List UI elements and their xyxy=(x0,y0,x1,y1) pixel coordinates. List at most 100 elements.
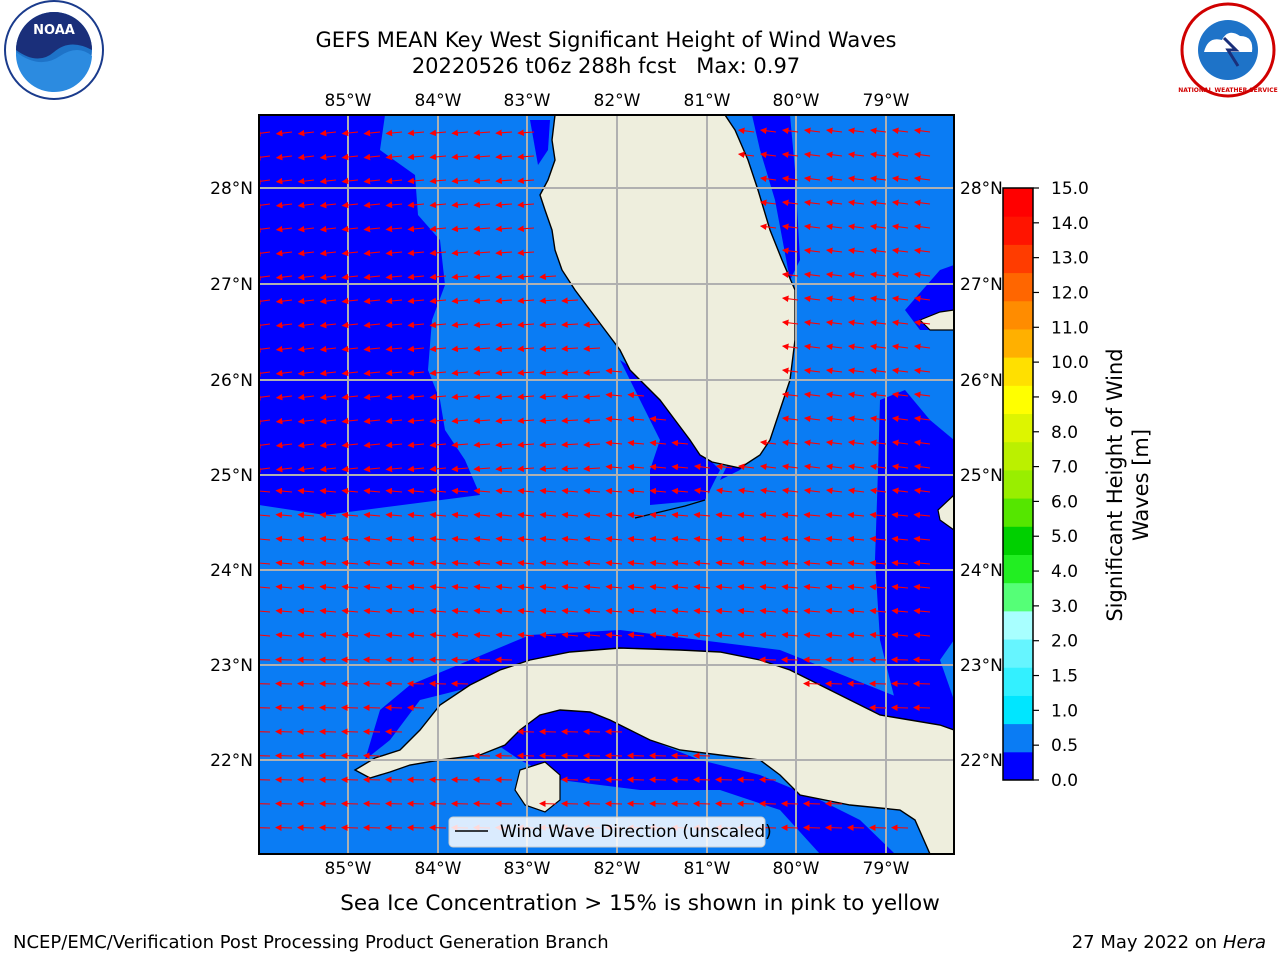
wave-arrow xyxy=(561,487,579,495)
wave-arrow xyxy=(869,607,887,615)
wave-arrow xyxy=(259,153,271,161)
wave-arrow xyxy=(407,273,425,281)
wave-arrow xyxy=(737,535,755,543)
wave-arrow xyxy=(407,704,425,711)
wave-arrow xyxy=(627,415,645,423)
wave-arrow xyxy=(319,393,337,401)
wave-arrow xyxy=(803,391,821,399)
wave-arrow xyxy=(561,607,579,615)
wave-arrow xyxy=(341,225,359,233)
wave-arrow xyxy=(341,680,359,687)
wave-arrow xyxy=(913,127,931,135)
wave-arrow xyxy=(869,151,887,159)
wave-arrow xyxy=(847,223,865,231)
wave-arrow xyxy=(319,776,337,783)
wave-arrow xyxy=(495,559,513,567)
wave-arrow xyxy=(583,511,601,519)
wave-arrow xyxy=(913,175,931,183)
wave-arrow xyxy=(473,800,491,807)
wave-arrow xyxy=(627,391,645,399)
wave-arrow xyxy=(259,728,271,735)
wave-arrow xyxy=(737,776,755,783)
wave-arrow xyxy=(869,247,887,255)
wave-arrow xyxy=(385,776,403,783)
wave-arrow xyxy=(913,583,931,591)
lat-label-left: 27°N xyxy=(210,275,253,295)
wave-arrow xyxy=(583,631,601,639)
wave-arrow xyxy=(407,680,425,687)
wave-arrow xyxy=(847,391,865,399)
wave-arrow xyxy=(891,367,909,375)
wave-arrow xyxy=(275,728,293,735)
wave-arrow xyxy=(759,223,777,231)
wave-arrow xyxy=(385,369,403,377)
colorbar-tick-label: 12.0 xyxy=(1051,283,1089,303)
wave-arrow xyxy=(869,824,887,831)
wave-arrow xyxy=(429,153,447,161)
wave-arrow xyxy=(803,583,821,591)
wave-arrow xyxy=(759,607,777,615)
wave-arrow xyxy=(259,776,271,783)
wave-arrow xyxy=(517,297,535,305)
colorbar-segment xyxy=(1003,300,1033,330)
wave-arrow xyxy=(583,487,601,495)
wave-arrow xyxy=(869,175,887,183)
wave-arrow xyxy=(781,631,799,639)
wave-arrow xyxy=(781,391,799,399)
wave-arrow xyxy=(693,631,711,639)
footer-credit: NCEP/EMC/Verification Post Processing Pr… xyxy=(13,932,609,953)
wave-arrow xyxy=(891,271,909,279)
wave-arrow xyxy=(259,201,271,209)
wave-arrow xyxy=(715,559,733,567)
noaa-logo-text: NOAA xyxy=(33,23,75,38)
lon-label-top: 85°W xyxy=(325,91,372,111)
wave-arrow xyxy=(913,704,931,711)
wave-arrow xyxy=(451,369,469,377)
wave-arrow xyxy=(869,319,887,327)
wave-arrow xyxy=(341,273,359,281)
wave-arrow xyxy=(891,607,909,615)
wave-arrow xyxy=(869,295,887,303)
wave-arrow xyxy=(407,583,425,591)
wave-arrow xyxy=(583,583,601,591)
wave-arrow xyxy=(297,583,315,591)
wave-arrow xyxy=(561,631,579,639)
wave-arrow xyxy=(451,321,469,329)
wave-arrow xyxy=(407,417,425,425)
wave-arrow xyxy=(803,223,821,231)
wave-arrow xyxy=(275,153,293,161)
wave-arrow xyxy=(913,295,931,303)
wave-arrow xyxy=(825,487,843,495)
wave-arrow xyxy=(671,607,689,615)
wave-arrow xyxy=(913,247,931,255)
wave-arrow xyxy=(781,295,799,303)
wave-arrow xyxy=(737,487,755,495)
colorbar-tick-label: 8.0 xyxy=(1051,423,1078,443)
wave-arrow xyxy=(693,607,711,615)
wave-arrow xyxy=(495,800,513,807)
lat-label-right: 28°N xyxy=(960,179,1003,199)
wave-arrow xyxy=(275,607,293,615)
wave-arrow xyxy=(781,583,799,591)
wave-arrow xyxy=(385,249,403,257)
wave-arrow xyxy=(715,511,733,519)
wave-arrow xyxy=(275,417,293,425)
wave-arrow xyxy=(913,439,931,447)
wave-arrow xyxy=(517,631,535,639)
wave-arrow xyxy=(319,487,337,495)
wave-arrow xyxy=(671,559,689,567)
colorbar-segment xyxy=(1003,554,1033,584)
lat-label-right: 25°N xyxy=(960,466,1003,486)
wave-arrow xyxy=(385,417,403,425)
wave-arrow xyxy=(259,824,271,831)
colorbar-segment xyxy=(1003,639,1033,668)
wave-arrow xyxy=(847,415,865,423)
colorbar-segment xyxy=(1003,357,1033,386)
footer-date: 27 May 2022 on Hera xyxy=(1072,932,1266,953)
wave-arrow xyxy=(473,559,491,567)
wave-arrow xyxy=(275,369,293,377)
wave-arrow xyxy=(583,465,601,472)
wave-arrow xyxy=(275,535,293,543)
wave-arrow xyxy=(319,728,337,735)
colorbar-segment xyxy=(1003,469,1033,499)
